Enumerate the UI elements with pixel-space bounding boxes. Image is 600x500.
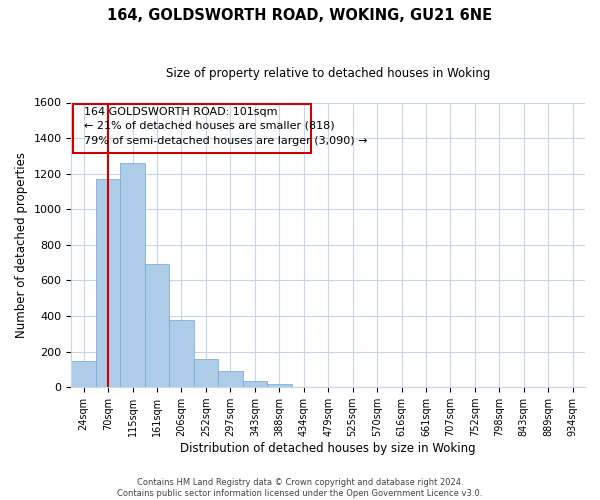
Y-axis label: Number of detached properties: Number of detached properties	[15, 152, 28, 338]
Bar	[73, 104, 311, 152]
Bar	[96, 179, 121, 387]
Bar	[218, 371, 242, 387]
Text: Contains HM Land Registry data © Crown copyright and database right 2024.
Contai: Contains HM Land Registry data © Crown c…	[118, 478, 482, 498]
Bar	[121, 163, 145, 387]
Bar	[194, 359, 218, 387]
Bar	[267, 384, 292, 387]
Bar	[169, 320, 194, 387]
X-axis label: Distribution of detached houses by size in Woking: Distribution of detached houses by size …	[181, 442, 476, 455]
Bar	[71, 360, 96, 387]
Text: 164, GOLDSWORTH ROAD, WOKING, GU21 6NE: 164, GOLDSWORTH ROAD, WOKING, GU21 6NE	[107, 8, 493, 22]
Bar	[145, 264, 169, 387]
Text: 164 GOLDSWORTH ROAD: 101sqm: 164 GOLDSWORTH ROAD: 101sqm	[83, 107, 277, 117]
Text: ← 21% of detached houses are smaller (818): ← 21% of detached houses are smaller (81…	[83, 120, 334, 130]
Title: Size of property relative to detached houses in Woking: Size of property relative to detached ho…	[166, 68, 490, 80]
Bar	[242, 381, 267, 387]
Text: 79% of semi-detached houses are larger (3,090) →: 79% of semi-detached houses are larger (…	[83, 136, 367, 146]
